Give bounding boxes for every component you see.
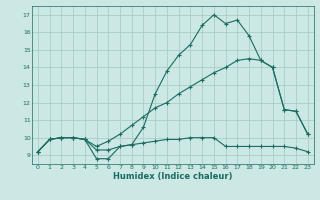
X-axis label: Humidex (Indice chaleur): Humidex (Indice chaleur) [113,172,233,181]
